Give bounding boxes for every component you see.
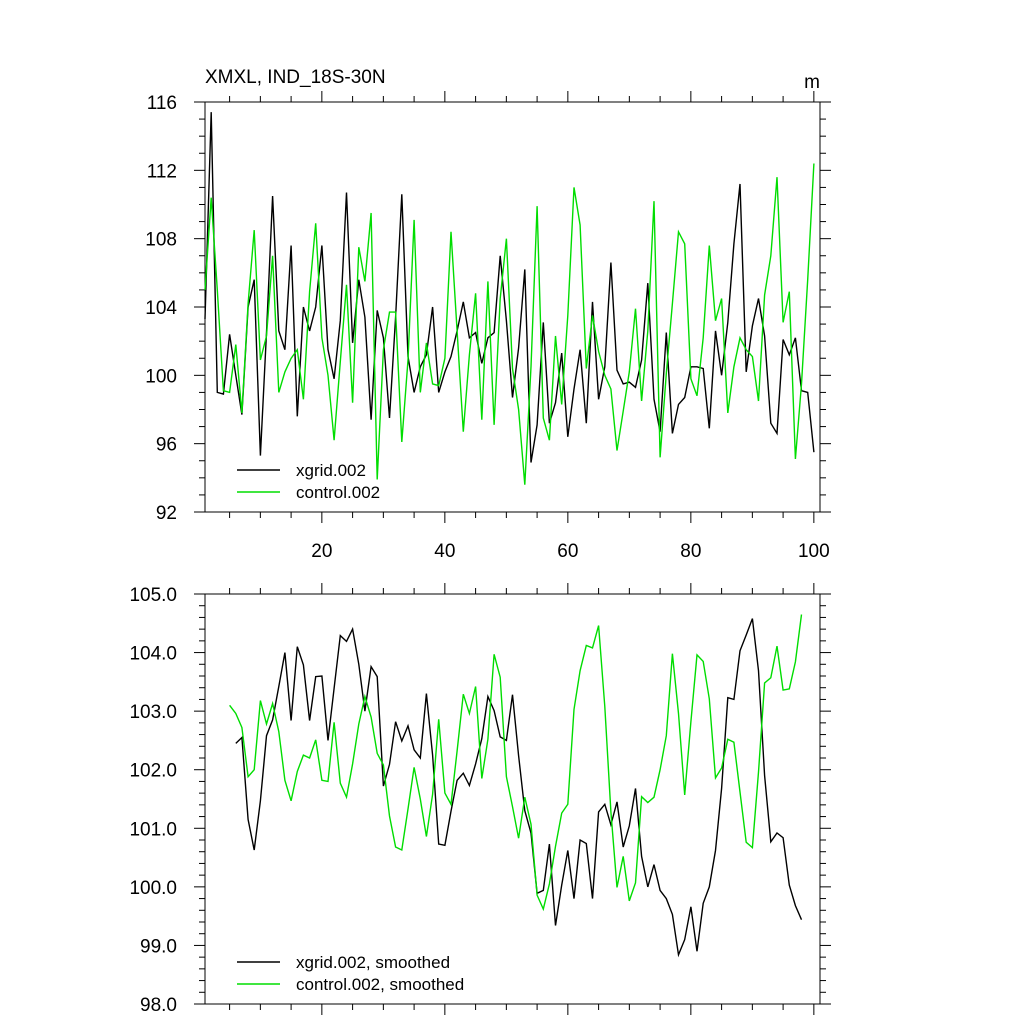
x-tick-label: 20	[311, 541, 332, 562]
legend-label: control.002	[296, 483, 380, 502]
y-tick-label: 100	[145, 366, 177, 387]
plot-frame	[204, 101, 821, 513]
units-label: m	[804, 72, 820, 93]
y-tick-label: 112	[147, 161, 177, 182]
y-tick-label: 104.0	[129, 644, 177, 665]
x-tick-label: 100	[798, 541, 830, 562]
x-tick-label: 40	[434, 541, 455, 562]
series-line-control-002-smoothed	[229, 614, 803, 912]
series-line-xgrid-002	[204, 112, 815, 463]
series-line-control-002	[204, 163, 815, 485]
y-tick-label: 96	[156, 435, 177, 456]
x-tick-label: 80	[680, 541, 701, 562]
x-tick-label: 60	[557, 541, 578, 562]
y-tick-label: 104	[145, 298, 177, 319]
series-line-xgrid-002-smoothed	[235, 618, 803, 958]
y-tick-label: 116	[147, 93, 177, 114]
y-tick-label: 108	[145, 230, 177, 251]
plot-frame	[204, 593, 821, 1005]
legend-label: control.002, smoothed	[296, 975, 464, 994]
y-tick-label: 100.0	[129, 878, 177, 899]
top-chart-panel: 20 40 60 80 100 92 96 100 104 108 112 116 xgrid.002 c…	[145, 67, 831, 562]
y-tick-label: 92	[156, 503, 177, 524]
y-tick-label: 102.0	[129, 761, 177, 782]
y-tick-label: 99.0	[140, 936, 177, 957]
legend-label: xgrid.002, smoothed	[296, 953, 450, 972]
bottom-chart-panel: 98.0 99.0 100.0 101.0 102.0 103.0 104.0 105.0 xg…	[129, 583, 831, 1016]
y-tick-label: 98.0	[140, 995, 177, 1016]
chart-title: XMXL, IND_18S-30N	[205, 67, 386, 88]
legend-label: xgrid.002	[296, 461, 366, 480]
y-tick-label: 101.0	[129, 819, 177, 840]
y-tick-label: 105.0	[129, 585, 177, 606]
y-tick-label: 103.0	[129, 702, 177, 723]
